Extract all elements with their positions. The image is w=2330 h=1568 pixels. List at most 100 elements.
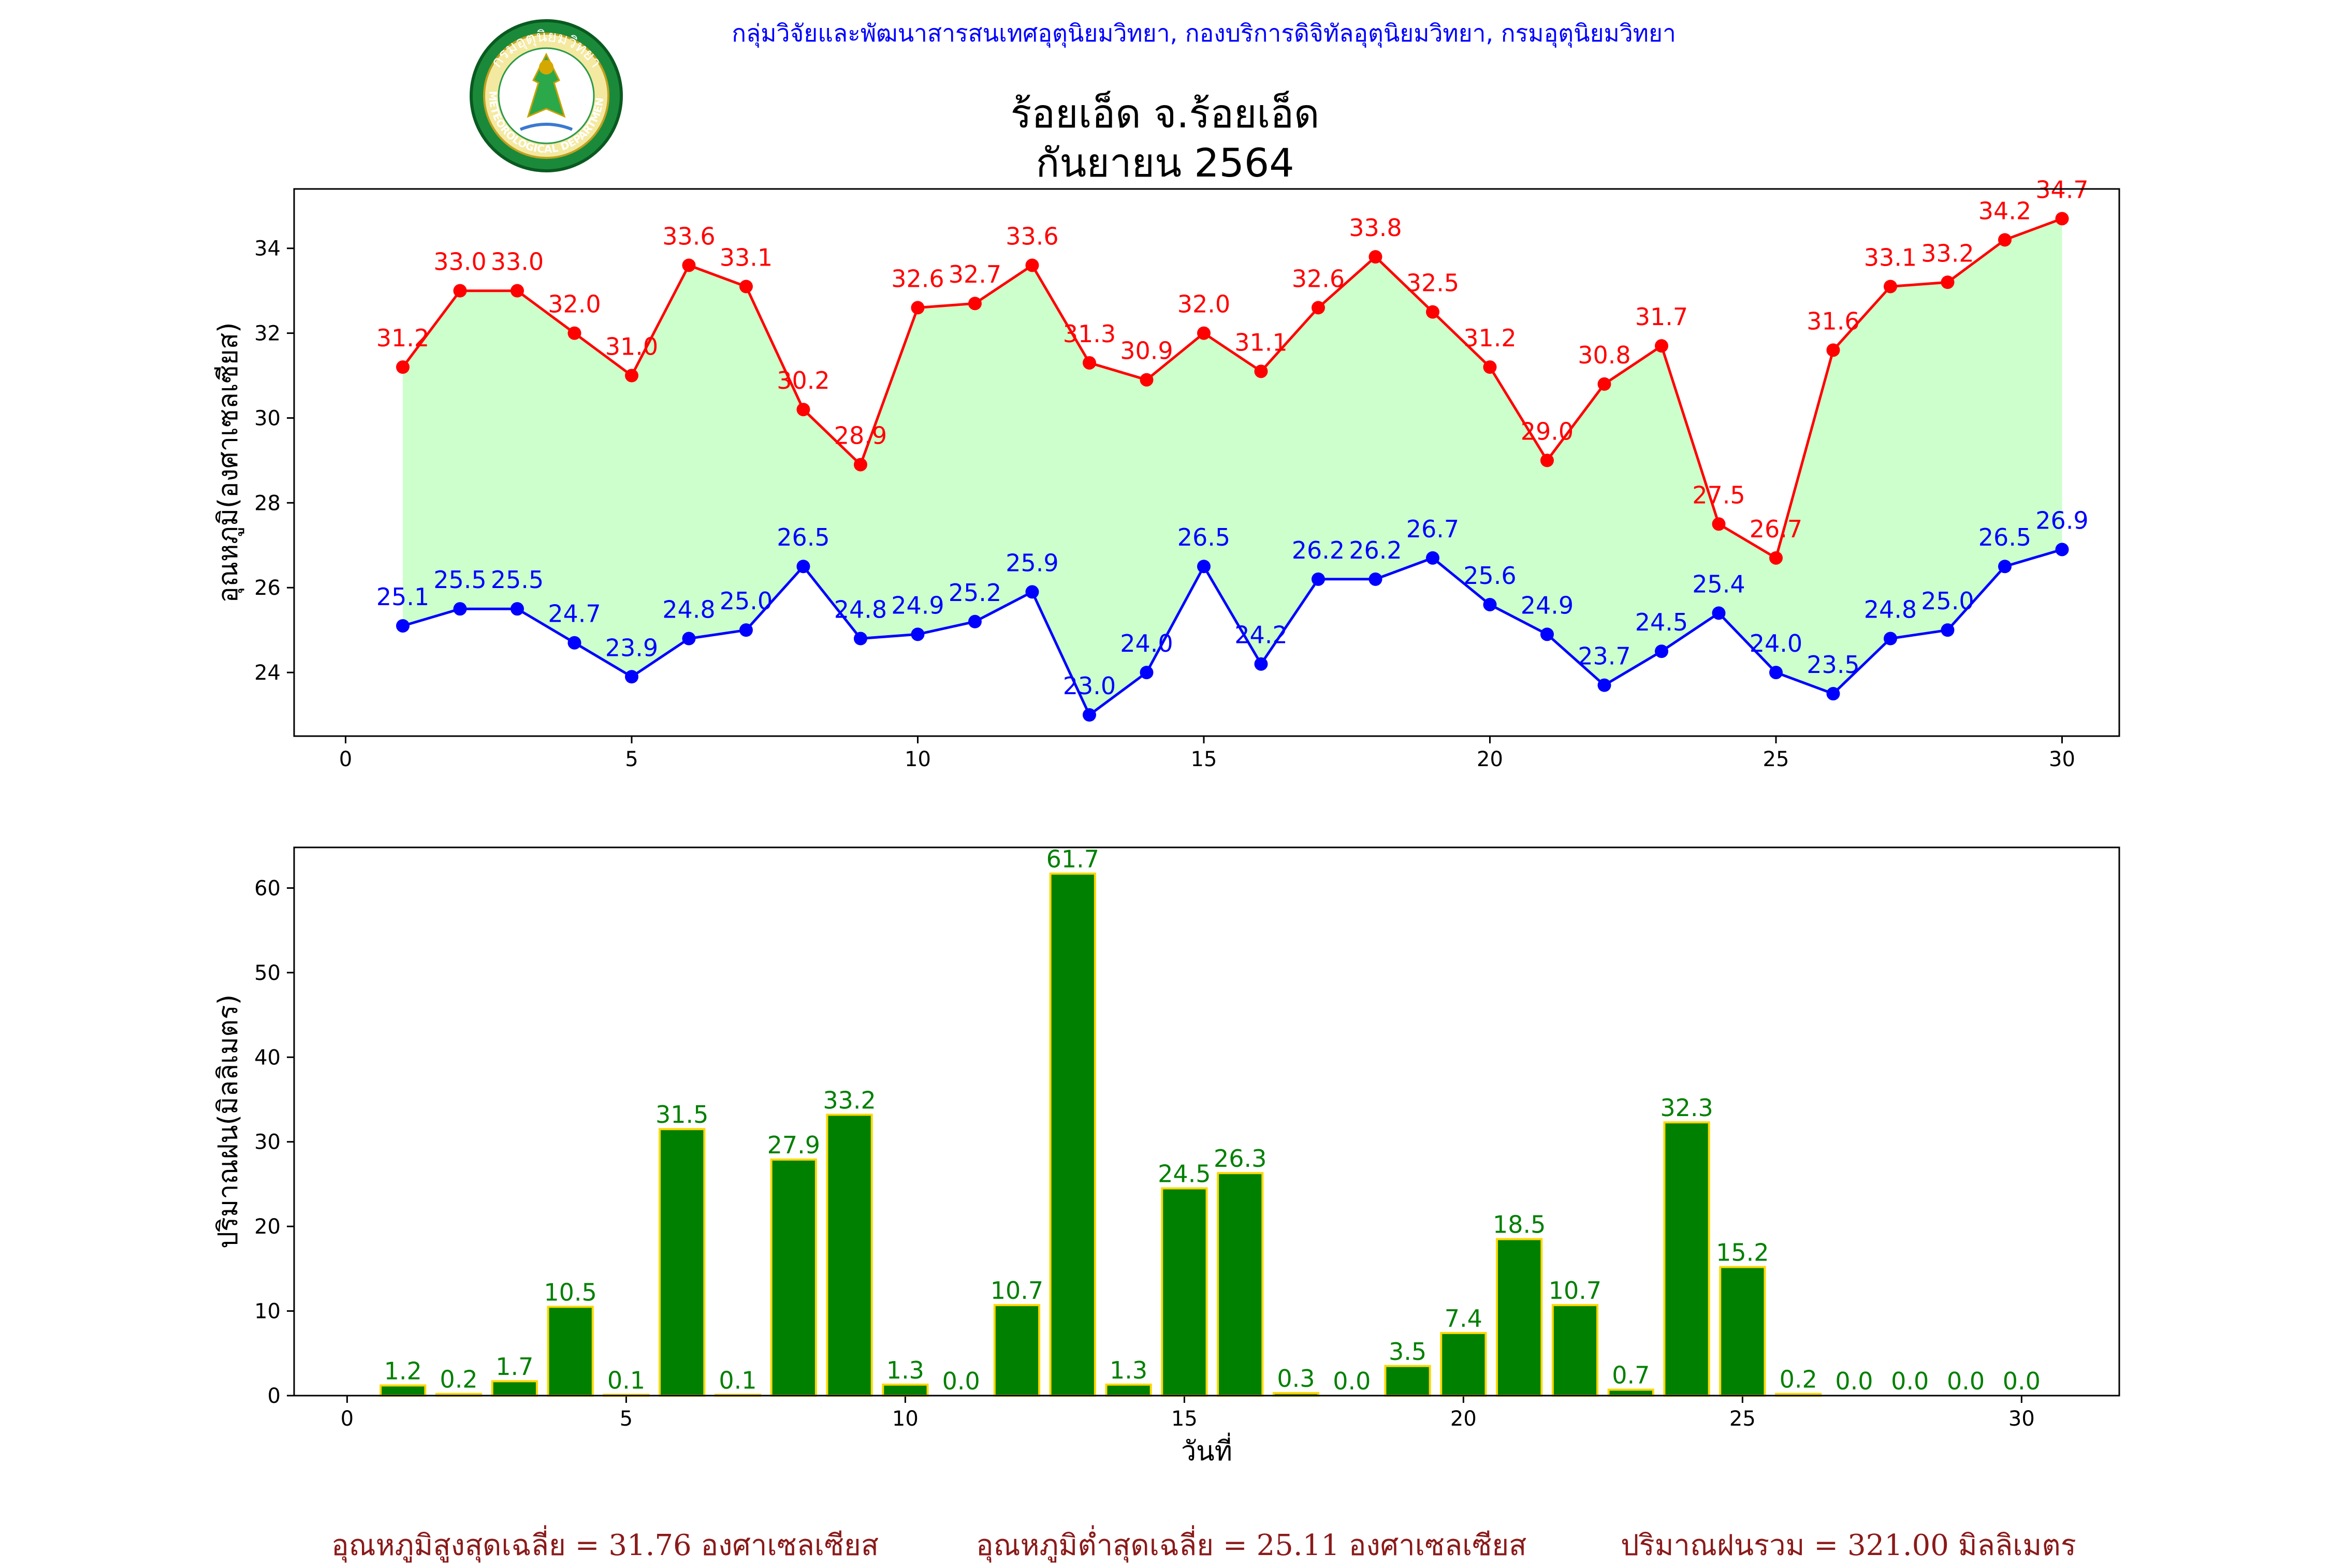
rain-bar-data-label: 3.5 [1389,1338,1426,1366]
rain-bar-data-label: 1.2 [384,1357,422,1385]
rain-bar [1496,1238,1543,1397]
temperature-range-fill [403,218,2062,715]
min-temp-data-label: 25.5 [491,566,544,594]
rain-bar [1551,1304,1599,1397]
temp-x-tick-label: 30 [2049,748,2075,771]
rainfall-plot-frame [293,846,2120,1397]
max-temp-point [567,326,581,340]
min-temp-data-label: 23.0 [1063,672,1116,700]
min-temp-point [1082,708,1096,722]
temp-y-tick-label: 32 [254,322,281,346]
min-temp-data-label: 26.2 [1349,536,1402,564]
summary-footer: อุณหภูมิสูงสุดเฉลี่ย = 31.76 องศาเซลเซีย… [0,1522,2330,1562]
max-temp-data-label: 31.7 [1635,303,1688,331]
rain-bar-data-label: 0.3 [1277,1365,1315,1393]
min-temp-data-label: 24.9 [891,591,944,619]
max-temp-point [739,280,753,294]
max-temp-data-label: 32.6 [1292,265,1345,292]
min-temp-point [1883,632,1897,646]
temperature-chart: 0 5 10 15 20 25 30 24 26 28 30 32 34 อุณหภูมิ(องศาเซล… [213,175,2120,771]
max-temp-point [1082,356,1096,370]
rain-bar-data-label: 18.5 [1493,1211,1546,1239]
rain-y-axis-label: ปริมาณฝน(มิลลิเมตร) [213,994,244,1249]
max-temp-data-label: 31.2 [1463,324,1516,352]
rain-y-tick-label: 10 [254,1300,281,1324]
meteorological-department-logo: กรมอุตุนิยมวิทยา METEOROLOGICAL DEPARTME… [469,18,623,172]
min-temp-data-label: 24.8 [1864,596,1917,624]
min-temp-point [1368,572,1382,586]
rain-bar [1440,1332,1487,1397]
min-temp-point [1025,585,1039,599]
min-temp-point [567,636,581,650]
rain-bar [1384,1365,1431,1397]
rain-bar [380,1384,427,1397]
rain-bar-data-label: 10.7 [1549,1277,1601,1305]
max-temp-point [1654,339,1668,353]
rain-y-tick-label: 50 [254,961,281,985]
rain-bar-data-label: 33.2 [823,1086,876,1114]
max-temp-point [1140,373,1154,387]
min-temp-point [1998,560,2012,574]
rain-bar [1217,1172,1264,1397]
max-temp-point [682,258,696,272]
rain-bar-data-label: 1.7 [496,1353,533,1381]
min-temp-data-label: 25.5 [433,566,486,594]
rain-x-tick-label: 15 [1171,1407,1198,1431]
min-temp-data-label: 24.7 [548,600,601,628]
min-temp-data-label: 24.2 [1234,621,1287,649]
max-temp-data-label: 33.0 [491,248,544,276]
rain-bar [770,1159,817,1397]
max-temp-data-label: 33.1 [720,243,773,271]
min-temp-point [510,602,524,616]
max-temp-data-label: 28.9 [834,422,887,450]
min-temp-point [1197,560,1211,574]
rain-bar-data-label: 0.1 [607,1366,645,1394]
max-temp-data-label: 33.2 [1921,239,1974,267]
max-temp-data-label: 33.0 [433,248,486,276]
min-temp-point [853,632,867,646]
min-temp-point [453,602,467,616]
max-temp-data-label: 31.0 [605,333,658,361]
max-temp-data-label: 32.0 [548,290,601,318]
max-temp-point [1540,453,1554,467]
rainfall-chart: 0 5 10 15 20 25 30 0 10 20 30 40 50 60 ปริมาณฝน(มิลลิเ… [213,845,2120,1467]
min-temp-data-label: 26.7 [1406,515,1459,543]
rain-bar-data-label: 31.5 [656,1101,708,1129]
rain-bar [659,1128,706,1397]
rain-bar [826,1113,873,1397]
min-temp-data-label: 23.7 [1578,642,1630,670]
min-temp-data-label: 23.9 [605,634,658,662]
rain-x-axis-label: วันที่ [1181,1432,1232,1467]
min-temp-point [1769,666,1783,680]
min-temp-point [739,623,753,637]
max-temp-point [911,301,925,315]
rain-bar-data-label: 26.3 [1214,1145,1266,1173]
temp-y-tick-label: 24 [254,661,281,685]
rain-bar [1049,872,1096,1397]
min-temp-point [1140,666,1154,680]
rain-bar-data-label: 7.4 [1445,1305,1482,1332]
min-temp-data-label: 24.9 [1521,591,1574,619]
rain-bar-data-label: 0.0 [2003,1367,2041,1395]
max-temp-point [396,360,410,374]
max-temp-point [1025,258,1039,272]
chart-title-period: กันยายน 2564 [1036,140,1294,186]
min-temp-data-label: 26.2 [1292,536,1345,564]
max-temp-point [1883,280,1897,294]
max-temp-data-label: 31.6 [1807,307,1859,335]
rain-bar [547,1306,594,1397]
max-temp-point [1425,305,1439,319]
max-temp-point [2055,212,2069,226]
rain-bar-data-label: 61.7 [1046,845,1099,873]
temp-y-axis-label: อุณหภูมิ(องศาเซลเซียส) [213,323,244,603]
max-temp-data-label: 29.0 [1521,417,1574,445]
rain-bar-data-label: 0.0 [1891,1367,1929,1395]
rain-x-tick-label: 10 [892,1407,919,1431]
rain-bar-data-label: 0.0 [1835,1367,1873,1395]
max-temp-data-label: 32.6 [891,265,944,292]
max-temp-point [1826,343,1840,357]
min-temp-point [1597,678,1611,692]
max-temp-data-label: 33.6 [1006,222,1058,250]
rain-bar [1719,1266,1766,1397]
rain-bar-data-label: 0.1 [719,1366,756,1394]
